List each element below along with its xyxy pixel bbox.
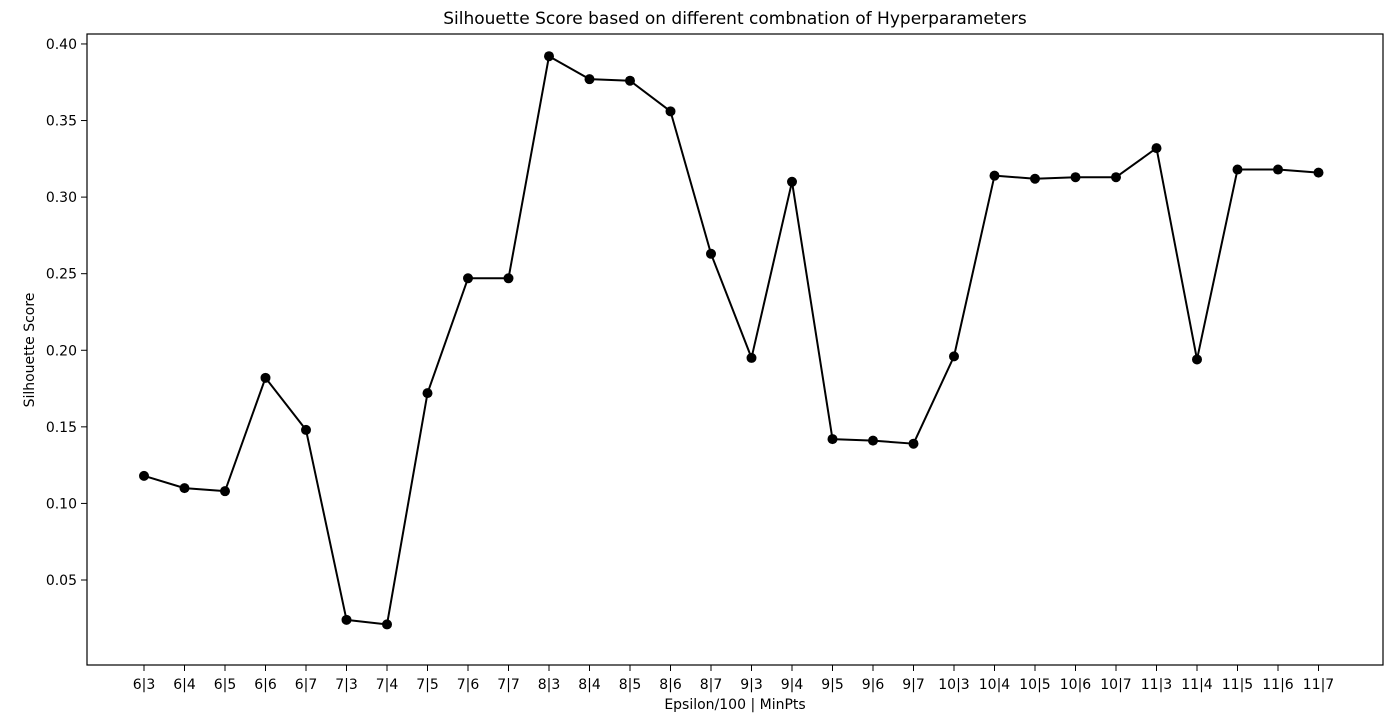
data-point: [1273, 164, 1283, 175]
x-tick-label: 7|5: [416, 677, 439, 693]
y-tick-label: 0.15: [46, 420, 77, 436]
data-point: [1151, 143, 1162, 154]
x-tick-label: 10|7: [1100, 677, 1131, 693]
x-tick-label: 6|7: [295, 677, 318, 693]
data-point: [544, 51, 554, 62]
data-point: [139, 470, 149, 481]
data-point: [584, 74, 595, 85]
x-tick-label: 11|5: [1222, 677, 1253, 693]
x-tick-label: 9|6: [862, 677, 885, 693]
x-tick-label: 11|4: [1181, 677, 1213, 693]
x-tick-label: 9|5: [821, 677, 844, 693]
x-tick-label: 6|4: [173, 677, 196, 693]
x-tick-label: 9|4: [781, 677, 804, 693]
x-tick-label: 11|6: [1262, 677, 1294, 693]
data-point: [908, 438, 919, 449]
data-point: [787, 176, 797, 187]
chart-title: Silhouette Score based on different comb…: [443, 9, 1027, 29]
data-point: [827, 434, 838, 445]
data-point: [220, 486, 230, 497]
x-tick-label: 7|4: [376, 677, 399, 693]
x-axis-label: Epsilon/100 | MinPts: [664, 697, 805, 713]
data-point: [1070, 172, 1081, 183]
data-point: [463, 273, 473, 284]
x-tick-label: 11|3: [1141, 677, 1172, 693]
data-point: [503, 273, 514, 284]
x-tick-label: 8|6: [659, 677, 682, 693]
x-tick-label: 8|7: [700, 677, 723, 693]
data-point: [746, 352, 757, 363]
data-point: [949, 351, 959, 362]
y-tick-label: 0.40: [46, 37, 77, 53]
x-tick-label: 10|3: [938, 677, 969, 693]
y-tick-label: 0.35: [46, 114, 77, 130]
x-tick-label: 9|7: [902, 677, 925, 693]
data-point: [868, 435, 878, 446]
y-tick-label: 0.05: [46, 573, 77, 589]
x-tick-label: 9|3: [740, 677, 763, 693]
x-tick-label: 10|6: [1060, 677, 1092, 693]
x-tick-label: 7|3: [335, 677, 358, 693]
data-point: [341, 614, 352, 625]
y-axis-label: Silhouette Score: [22, 293, 38, 408]
data-point: [989, 170, 1000, 181]
data-point: [625, 75, 635, 86]
y-axis: 0.05 0.10 0.15 0.20 0.25 0.30 0.35 0.40: [46, 37, 87, 589]
data-point: [382, 619, 392, 630]
x-tick-label: 10|5: [1019, 677, 1050, 693]
y-tick-label: 0.25: [46, 267, 77, 283]
y-tick-label: 0.10: [46, 496, 77, 512]
data-point: [301, 424, 311, 435]
data-point: [706, 248, 716, 259]
x-tick-label: 8|4: [578, 677, 601, 693]
data-point: [422, 388, 433, 399]
x-tick-label: 6|6: [254, 677, 277, 693]
data-point: [665, 106, 676, 117]
y-tick-label: 0.20: [46, 343, 77, 359]
x-tick-label: 7|7: [497, 677, 520, 693]
data-point: [260, 372, 271, 383]
x-tick-label: 6|5: [214, 677, 237, 693]
x-tick-label: 8|5: [619, 677, 642, 693]
x-tick-label: 8|3: [538, 677, 561, 693]
x-tick-label: 11|7: [1303, 677, 1334, 693]
x-tick-label: 10|4: [979, 677, 1011, 693]
plot-frame: [86, 33, 1384, 666]
data-point: [179, 483, 190, 494]
x-axis: 6|3 6|4 6|5 6|6 6|7 7|3 7|4 7|5 7|6 7|7 8|3 8|4 8|5 8…: [133, 665, 1334, 693]
y-tick-label: 0.30: [46, 190, 77, 206]
data-point: [1313, 167, 1324, 178]
data-point: [1111, 172, 1121, 183]
data-point: [1192, 354, 1202, 365]
series-line: [143, 55, 1319, 626]
data-point: [1232, 164, 1243, 175]
series-layer: [139, 51, 1324, 630]
x-tick-label: 6|3: [133, 677, 156, 693]
data-point: [1030, 173, 1040, 184]
x-tick-label: 7|6: [457, 677, 480, 693]
